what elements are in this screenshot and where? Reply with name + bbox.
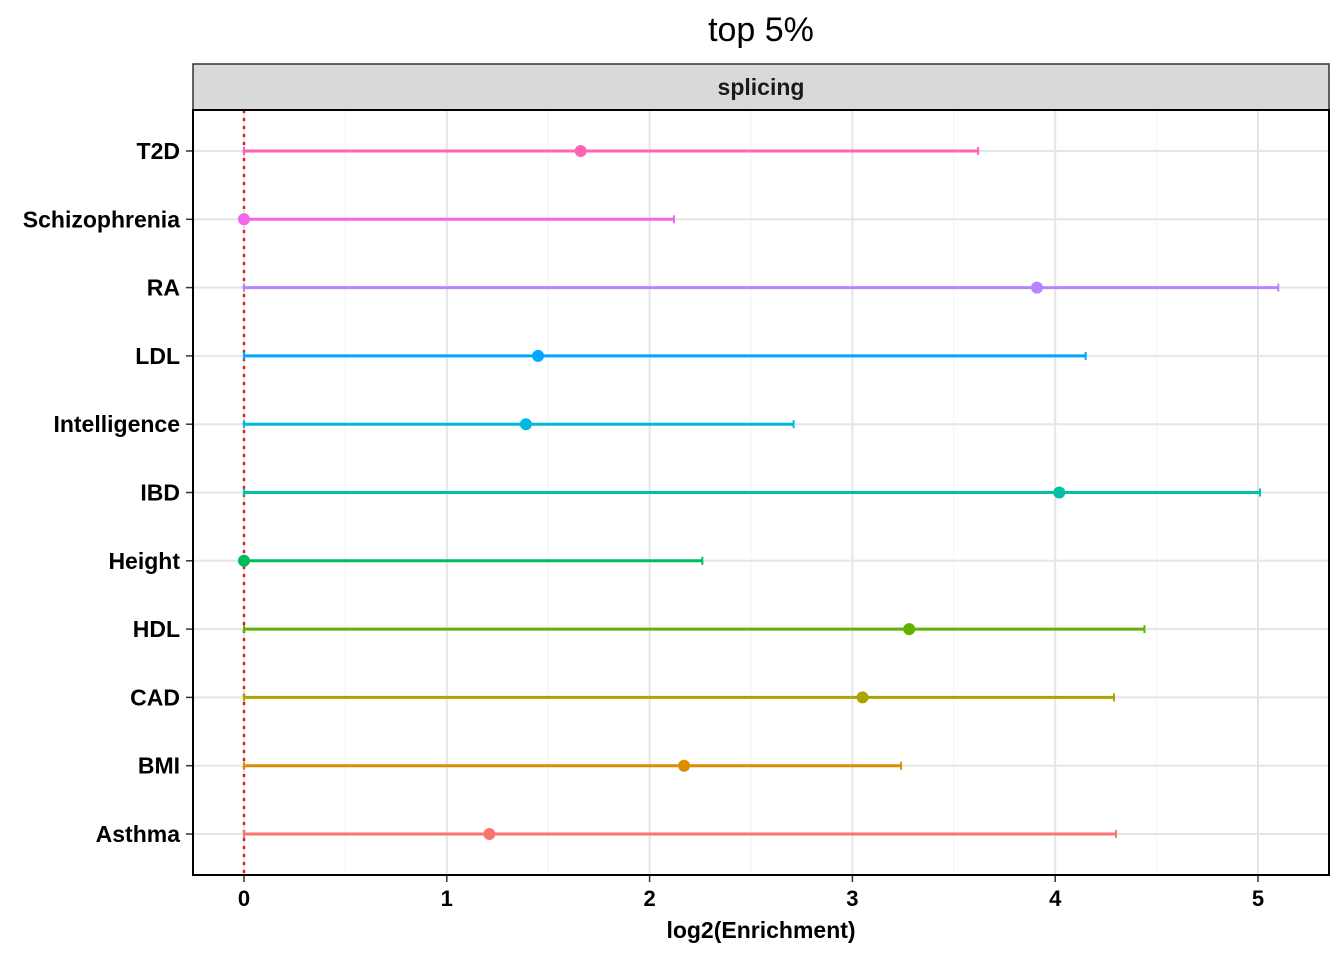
point-estimate — [1053, 486, 1066, 499]
y-tick-label: IBD — [140, 480, 180, 506]
errorbar-cad — [243, 691, 1116, 704]
errorbar-height — [238, 554, 704, 567]
y-axis-tick-labels: Asthma BMI CAD HDL Height IBD Intelligence LDL R… — [23, 138, 193, 847]
x-tick-label: 1 — [441, 886, 453, 911]
facet-strip — [192, 63, 1330, 111]
facet-strip-label: splicing — [718, 74, 805, 100]
x-tick-label: 2 — [643, 886, 655, 911]
point-estimate — [532, 349, 545, 362]
x-tick-label: 0 — [238, 886, 250, 911]
errorbar-schizophrenia — [238, 213, 675, 226]
y-tick-label: Schizophrenia — [23, 206, 180, 232]
y-tick-label: CAD — [130, 684, 180, 710]
point-estimate — [1030, 281, 1043, 294]
x-tick-label: 3 — [846, 886, 858, 911]
point-estimate — [678, 759, 691, 772]
errorbar-ibd — [243, 486, 1262, 499]
chart-title: top 5% — [708, 11, 814, 49]
y-tick-label: LDL — [135, 343, 180, 369]
errorbar-asthma — [243, 828, 1118, 840]
x-tick-label: 5 — [1252, 886, 1264, 911]
x-tick-label: 4 — [1049, 886, 1062, 911]
point-estimate — [903, 623, 916, 636]
y-tick-label: Intelligence — [53, 411, 180, 437]
point-estimate — [483, 828, 496, 840]
series-layer — [238, 145, 1280, 840]
y-tick-label: Height — [108, 548, 180, 574]
y-tick-label: BMI — [138, 753, 180, 779]
point-estimate — [856, 691, 869, 704]
plot-panel-border — [192, 109, 1330, 876]
point-estimate — [519, 418, 532, 431]
point-estimate — [238, 213, 250, 226]
errorbar-ldl — [243, 349, 1087, 362]
point-estimate — [574, 145, 587, 157]
y-tick-label: T2D — [137, 138, 180, 164]
errorbar-ra — [243, 281, 1280, 294]
x-axis-title: log2(Enrichment) — [666, 917, 855, 943]
x-axis-tick-labels: 0 1 2 3 4 5 — [238, 875, 1264, 911]
y-tick-label: HDL — [133, 616, 180, 642]
errorbar-intelligence — [243, 418, 795, 431]
y-tick-label: Asthma — [96, 821, 181, 847]
y-tick-label: RA — [147, 275, 180, 301]
errorbar-t2d — [243, 145, 980, 157]
errorbar-hdl — [243, 623, 1146, 636]
point-estimate — [238, 554, 250, 567]
errorbar-bmi — [243, 759, 903, 772]
